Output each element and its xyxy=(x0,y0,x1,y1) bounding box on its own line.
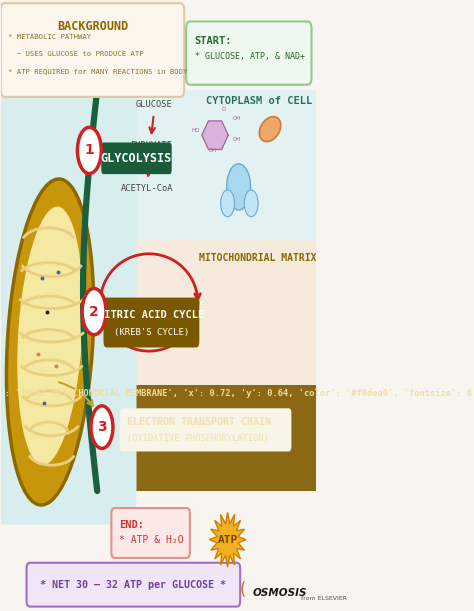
Bar xyxy=(1,90,316,239)
Text: OH: OH xyxy=(232,116,241,121)
Ellipse shape xyxy=(7,179,94,505)
Text: (KREB'S CYCLE): (KREB'S CYCLE) xyxy=(114,327,189,337)
Text: CITRIC ACID CYCLE: CITRIC ACID CYCLE xyxy=(98,310,205,320)
Ellipse shape xyxy=(16,205,84,466)
Text: 2: 2 xyxy=(89,304,99,318)
Bar xyxy=(1,239,316,384)
Text: GLYCOLYSIS: GLYCOLYSIS xyxy=(101,152,172,165)
Bar xyxy=(1,384,316,491)
Circle shape xyxy=(82,288,106,335)
Text: {'text': 'INNER MITOCHONDRIAL MEMBRANE', 'x': 0.72, 'y': 0.64, 'color': '#f0dea0: {'text': 'INNER MITOCHONDRIAL MEMBRANE',… xyxy=(0,389,474,398)
Text: * METABOLIC PATHWAY: * METABOLIC PATHWAY xyxy=(9,34,91,40)
Text: PYRUVATE: PYRUVATE xyxy=(130,141,172,150)
Text: END:: END: xyxy=(119,520,144,530)
Text: * ATP REQUIRED for MANY REACTIONS in BODY: * ATP REQUIRED for MANY REACTIONS in BOD… xyxy=(9,68,188,74)
Text: OSMOSIS: OSMOSIS xyxy=(253,588,307,598)
FancyBboxPatch shape xyxy=(120,408,292,452)
Circle shape xyxy=(244,190,258,217)
Text: BACKGROUND: BACKGROUND xyxy=(57,20,128,32)
Text: START:: START: xyxy=(195,36,232,46)
Circle shape xyxy=(227,164,251,210)
Bar xyxy=(1,1,316,90)
Text: ACETYL-CoA: ACETYL-CoA xyxy=(121,184,174,192)
Text: 3: 3 xyxy=(97,420,107,434)
Text: * GLUCOSE, ATP, & NAD+: * GLUCOSE, ATP, & NAD+ xyxy=(195,52,305,61)
Text: O: O xyxy=(221,107,226,112)
Text: OH: OH xyxy=(232,137,241,142)
Circle shape xyxy=(77,127,101,174)
FancyBboxPatch shape xyxy=(101,142,172,174)
Text: GLUCOSE: GLUCOSE xyxy=(136,100,172,109)
Text: CYTOPLASM of CELL: CYTOPLASM of CELL xyxy=(206,96,312,106)
Text: * ATP & H₂O: * ATP & H₂O xyxy=(119,535,184,545)
FancyBboxPatch shape xyxy=(103,298,200,348)
FancyBboxPatch shape xyxy=(1,3,184,97)
FancyBboxPatch shape xyxy=(27,563,240,607)
Text: (: ( xyxy=(240,581,246,599)
Circle shape xyxy=(91,406,113,448)
Text: ~ USES GLUCOSE to PRODUCE ATP: ~ USES GLUCOSE to PRODUCE ATP xyxy=(9,51,144,57)
Circle shape xyxy=(221,190,235,217)
FancyBboxPatch shape xyxy=(111,508,190,558)
Text: HO: HO xyxy=(191,128,200,133)
Text: from ELSEVIER: from ELSEVIER xyxy=(301,596,347,601)
Bar xyxy=(1,491,316,610)
Text: OH: OH xyxy=(209,148,217,153)
Ellipse shape xyxy=(259,117,281,142)
FancyBboxPatch shape xyxy=(0,56,137,524)
Text: ATP: ATP xyxy=(218,535,238,544)
Text: MITOCHONDRIAL MATRIX: MITOCHONDRIAL MATRIX xyxy=(199,253,316,263)
Polygon shape xyxy=(210,512,246,567)
Text: ELECTRON TRANSPORT CHAIN: ELECTRON TRANSPORT CHAIN xyxy=(127,417,271,427)
Text: (OXIDATIVE PHOSPHORYLATION): (OXIDATIVE PHOSPHORYLATION) xyxy=(127,434,269,442)
Text: * NET 30 – 32 ATP per GLUCOSE *: * NET 30 – 32 ATP per GLUCOSE * xyxy=(40,580,227,590)
FancyBboxPatch shape xyxy=(186,21,311,85)
Text: 1: 1 xyxy=(84,144,94,158)
Polygon shape xyxy=(202,121,228,150)
